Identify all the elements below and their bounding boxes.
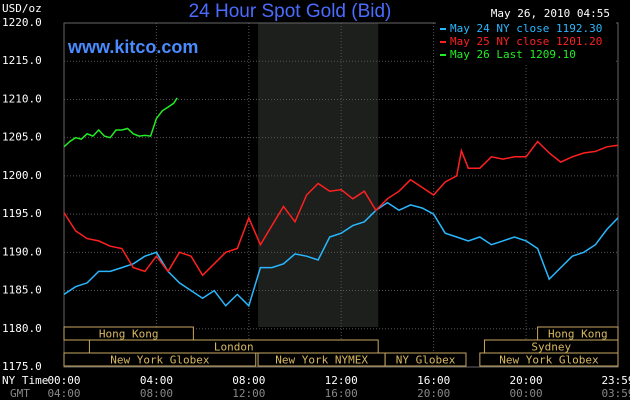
legend-box	[436, 21, 616, 63]
session-label: Hong Kong	[548, 328, 608, 341]
legend-label: May 26 Last 1209.10	[450, 48, 576, 61]
x-tick-label: 23:59	[601, 374, 630, 387]
session-label: New York Globex	[110, 354, 210, 367]
legend-label: May 24 NY close 1192.30	[450, 22, 602, 35]
x2-row-label: GMT	[10, 387, 30, 400]
timestamp: May 26, 2010 04:55	[491, 7, 610, 20]
session-label: Sydney	[531, 341, 571, 354]
y-tick-label: 1175.0	[2, 360, 42, 373]
x2-tick-label: 16:00	[325, 387, 358, 400]
x-tick-label: 04:00	[140, 374, 173, 387]
y-tick-label: 1195.0	[2, 207, 42, 220]
x2-tick-label: 08:00	[140, 387, 173, 400]
price-line	[63, 97, 178, 148]
x-tick-label: 08:00	[232, 374, 265, 387]
x2-tick-label: 04:00	[47, 387, 80, 400]
session-label: Hong Kong	[99, 328, 159, 341]
watermark: www.kitco.com	[67, 37, 198, 57]
shaded-session	[258, 23, 379, 327]
x-tick-label: 20:00	[509, 374, 542, 387]
session-label: New York NYMEX	[275, 354, 368, 367]
session-label: NY Globex	[396, 354, 456, 367]
chart-title: 24 Hour Spot Gold (Bid)	[189, 1, 392, 22]
y-tick-label: 1200.0	[2, 169, 42, 182]
x2-tick-label: 00:00	[509, 387, 542, 400]
y-tick-label: 1220.0	[2, 16, 42, 29]
y-tick-label: 1205.0	[2, 131, 42, 144]
price-line	[63, 201, 619, 308]
session-bar	[479, 352, 619, 367]
x-tick-label: 00:00	[47, 374, 80, 387]
plot-frame	[63, 22, 619, 368]
session-label: New York Globex	[499, 354, 599, 367]
y-axis-label: USD/oz	[2, 2, 42, 15]
y-tick-label: 1210.0	[2, 92, 42, 105]
y-tick-label: 1190.0	[2, 245, 42, 258]
x2-tick-label: 03:59	[601, 387, 630, 400]
x-row-label: NY Time	[2, 374, 48, 387]
x-tick-label: 12:00	[325, 374, 358, 387]
y-tick-label: 1185.0	[2, 284, 42, 297]
x2-tick-label: 12:00	[232, 387, 265, 400]
price-line	[63, 140, 619, 277]
y-tick-label: 1180.0	[2, 322, 42, 335]
x-tick-label: 16:00	[417, 374, 450, 387]
session-bar	[63, 352, 257, 367]
session-label: London	[214, 341, 254, 354]
legend-label: May 25 NY close 1201.20	[450, 35, 602, 48]
x2-tick-label: 20:00	[417, 387, 450, 400]
session-bar	[384, 352, 467, 367]
y-tick-label: 1215.0	[2, 54, 42, 67]
